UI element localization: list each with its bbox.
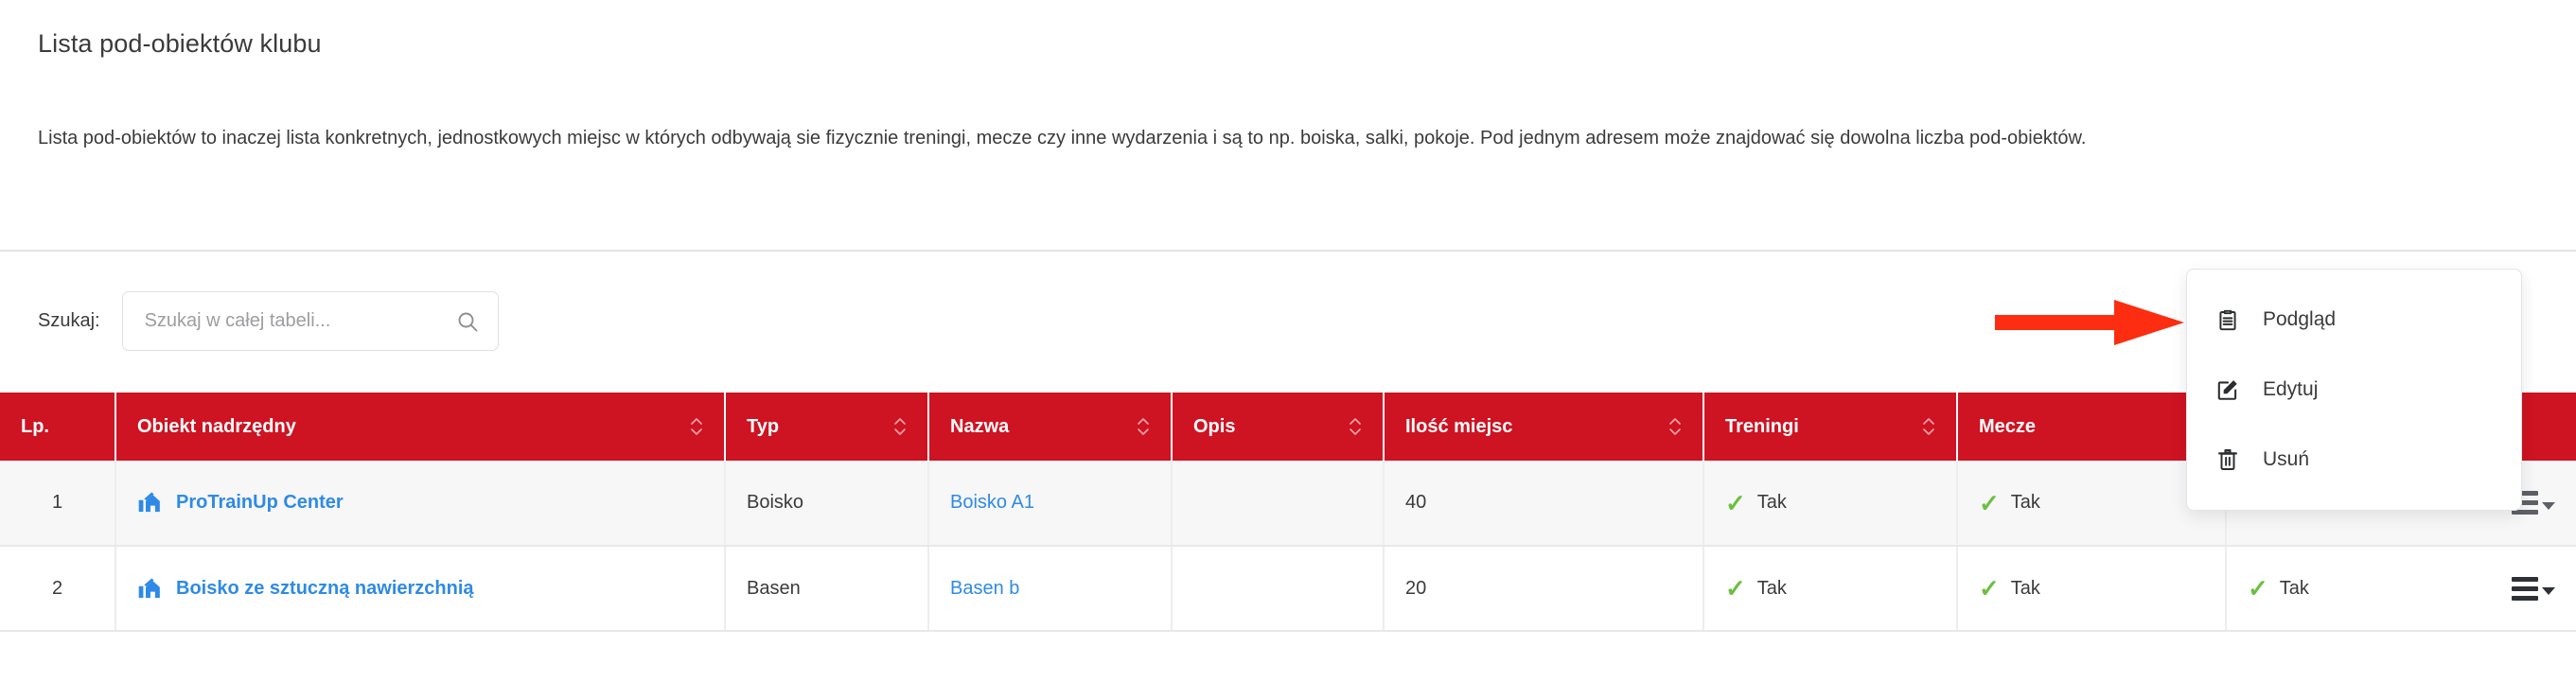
column-label: Nazwa <box>950 415 1010 437</box>
cell-trainings: ✓ Tak <box>1703 546 1958 632</box>
sort-chevron-icon[interactable] <box>1137 416 1150 437</box>
column-label: Typ <box>747 415 780 437</box>
check-icon: ✓ <box>1725 488 1746 517</box>
search-row: Szukaj: <box>38 291 499 351</box>
cell-parent: ProTrainUp Center <box>115 461 726 547</box>
cell-lp: 2 <box>0 546 116 632</box>
menu-item-label: Podgląd <box>2263 308 2337 330</box>
subobject-name-link[interactable]: Boisko A1 <box>950 492 1034 513</box>
house-icon <box>137 490 163 515</box>
menu-item-podglad[interactable]: Podgląd <box>2187 285 2521 355</box>
cell-places: 20 <box>1384 546 1704 632</box>
column-header-lp[interactable]: Lp. <box>0 393 116 461</box>
cell-name: Boisko A1 <box>928 461 1173 547</box>
sort-chevron-icon[interactable] <box>690 416 703 437</box>
trash-icon <box>2215 447 2240 472</box>
column-header-obiekt-nadrzedny[interactable]: Obiekt nadrzędny <box>115 393 726 461</box>
cell-desc <box>1172 546 1385 632</box>
matches-value: Tak <box>2010 577 2040 599</box>
search-box[interactable] <box>121 291 499 351</box>
menu-item-label: Usuń <box>2263 448 2310 470</box>
column-header-mecze[interactable]: Mecze <box>1957 393 2227 461</box>
section-divider <box>0 250 2576 252</box>
check-icon: ✓ <box>2248 574 2268 602</box>
column-label: Treningi <box>1725 415 1799 437</box>
table-row[interactable]: 2 Boisko ze sztuczną nawierzchnią <box>0 546 2576 632</box>
sort-chevron-icon[interactable] <box>1922 416 1935 437</box>
matches-value: Tak <box>2010 492 2040 513</box>
page-description: Lista pod-obiektów to inaczej lista konk… <box>38 128 2087 148</box>
table-header-row: Lp. Obiekt nadrzędny <box>0 393 2576 461</box>
extra-value: Tak <box>2279 577 2309 599</box>
cell-matches: ✓ Tak <box>1957 461 2227 547</box>
table-row[interactable]: 1 ProTrainUp Center <box>0 461 2576 547</box>
house-icon <box>137 576 163 602</box>
subobjects-table: Lp. Obiekt nadrzędny <box>0 393 2576 632</box>
sort-chevron-icon[interactable] <box>1668 416 1682 437</box>
column-header-opis[interactable]: Opis <box>1172 393 1385 461</box>
cell-places: 40 <box>1384 461 1704 547</box>
clipboard-icon <box>2215 307 2240 332</box>
hamburger-menu-icon <box>2512 576 2538 601</box>
column-label: Lp. <box>21 415 49 437</box>
cell-trainings: ✓ Tak <box>1703 461 1958 547</box>
parent-object-link[interactable]: Boisko ze sztuczną nawierzchnią <box>176 577 474 599</box>
menu-item-edytuj[interactable]: Edytuj <box>2187 355 2521 425</box>
column-label: Obiekt nadrzędny <box>137 415 296 437</box>
cell-desc <box>1172 461 1385 547</box>
cell-name: Basen b <box>928 546 1173 632</box>
chevron-down-icon <box>2542 587 2555 595</box>
search-label: Szukaj: <box>38 310 100 331</box>
parent-object-link[interactable]: ProTrainUp Center <box>176 492 344 513</box>
column-header-nazwa[interactable]: Nazwa <box>928 393 1173 461</box>
cell-matches: ✓ Tak <box>1957 546 2227 632</box>
row-actions-menu-button[interactable] <box>2512 491 2555 515</box>
check-icon: ✓ <box>1725 574 1746 602</box>
subobject-name-link[interactable]: Basen b <box>950 577 1020 599</box>
trainings-value: Tak <box>1756 492 1787 513</box>
menu-item-usun[interactable]: Usuń <box>2187 425 2521 495</box>
cell-type: Basen <box>725 546 929 632</box>
cell-type: Boisko <box>725 461 929 547</box>
check-icon: ✓ <box>1979 574 2000 602</box>
column-header-treningi[interactable]: Treningi <box>1703 393 1958 461</box>
edit-pencil-icon <box>2215 377 2240 402</box>
hamburger-menu-icon <box>2512 491 2538 515</box>
column-header-ilosc-miejsc[interactable]: Ilość miejsc <box>1384 393 1704 461</box>
cell-lp: 1 <box>0 461 116 547</box>
sort-chevron-icon[interactable] <box>893 416 907 437</box>
row-actions-menu-button[interactable] <box>2512 576 2555 601</box>
annotation-arrow-icon <box>1995 298 2184 347</box>
chevron-down-icon <box>2542 501 2555 510</box>
page-title: Lista pod-obiektów klubu <box>38 29 322 58</box>
column-label: Opis <box>1193 415 1236 437</box>
menu-item-label: Edytuj <box>2263 378 2319 400</box>
check-icon: ✓ <box>1979 488 2000 517</box>
search-input[interactable] <box>122 292 498 350</box>
trainings-value: Tak <box>1756 577 1787 599</box>
cell-parent: Boisko ze sztuczną nawierzchnią <box>115 546 726 632</box>
column-label: Ilość miejsc <box>1405 415 1513 437</box>
row-actions-dropdown: Podgląd Edytuj Usuń <box>2186 269 2522 511</box>
sort-chevron-icon[interactable] <box>1349 416 1362 437</box>
column-label: Mecze <box>1979 415 2037 437</box>
column-header-typ[interactable]: Typ <box>725 393 929 461</box>
cell-extra-and-actions: ✓ Tak <box>2226 546 2576 632</box>
